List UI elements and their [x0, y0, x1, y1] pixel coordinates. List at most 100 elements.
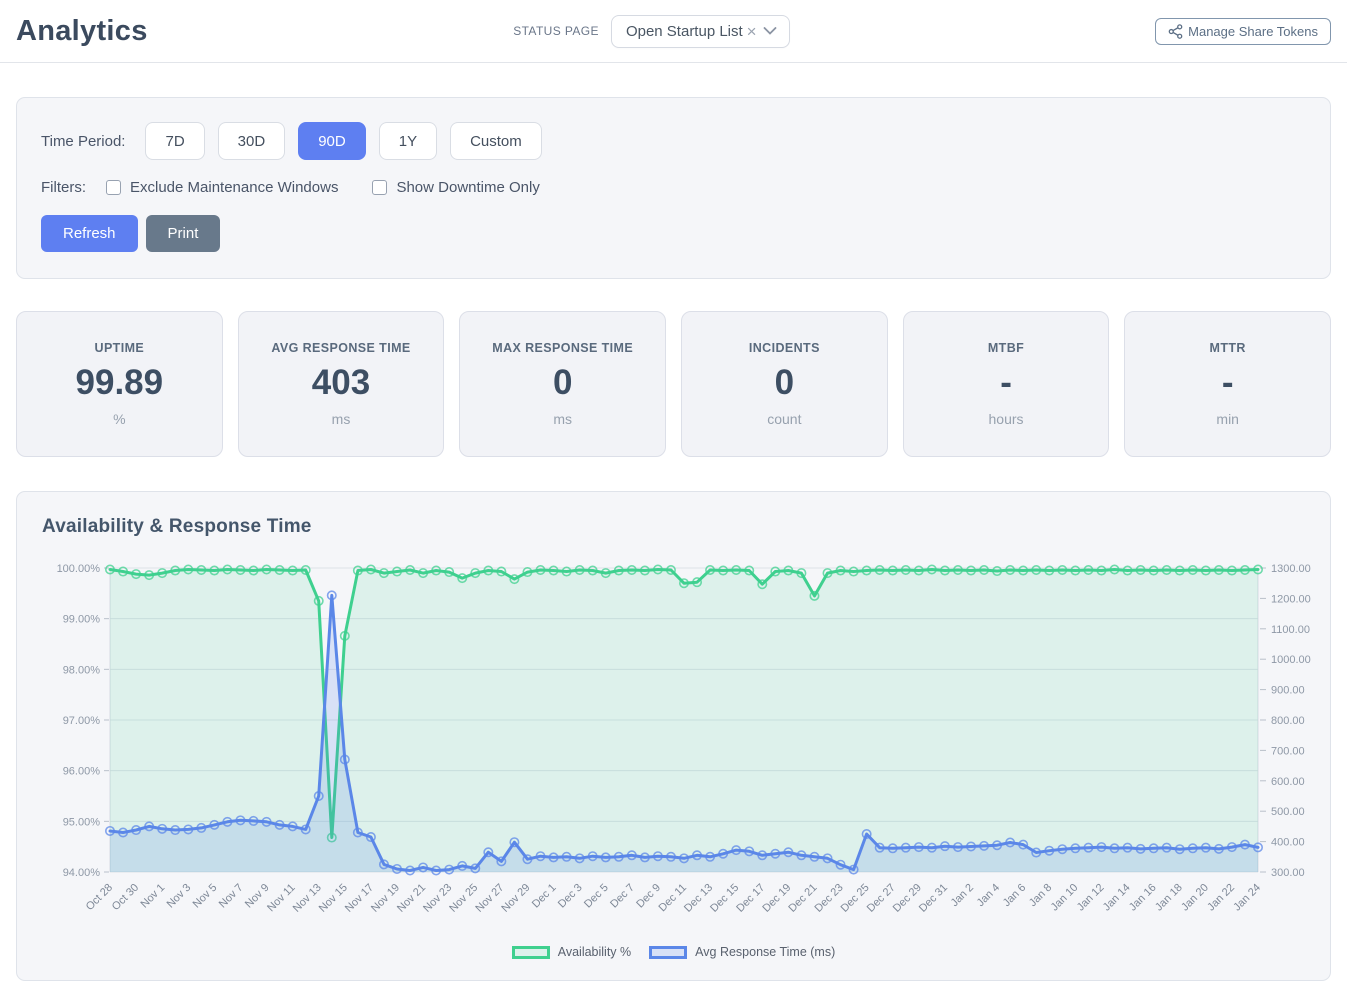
status-page-selected-value: Open Startup List — [625, 22, 743, 40]
manage-share-tokens-label: Manage Share Tokens — [1188, 23, 1318, 39]
stat-value: - — [1000, 363, 1012, 403]
time-period-label: Time Period: — [41, 132, 126, 150]
svg-text:Dec 13: Dec 13 — [682, 882, 715, 915]
chart-title: Availability & Response Time — [42, 516, 312, 537]
status-page-select[interactable]: Open Startup List × — [610, 14, 790, 48]
svg-text:Dec 5: Dec 5 — [582, 882, 611, 911]
svg-text:800.00: 800.00 — [1271, 715, 1305, 727]
time-period-button-90d[interactable]: 90D — [298, 122, 366, 160]
svg-text:Dec 15: Dec 15 — [708, 882, 741, 915]
svg-text:Nov 7: Nov 7 — [217, 882, 246, 911]
svg-text:Nov 15: Nov 15 — [317, 882, 350, 915]
stat-unit: count — [767, 410, 802, 427]
stat-unit: % — [113, 410, 126, 427]
svg-text:Dec 3: Dec 3 — [556, 882, 585, 911]
checkbox-exclude-maintenance-windows[interactable]: Exclude Maintenance Windows — [106, 179, 338, 196]
page-title: Analytics — [16, 14, 148, 47]
svg-text:Dec 25: Dec 25 — [839, 882, 872, 915]
stat-value: 403 — [311, 363, 371, 403]
legend-label: Avg Response Time (ms) — [695, 945, 836, 959]
refresh-button[interactable]: Refresh — [41, 215, 138, 252]
svg-text:Nov 25: Nov 25 — [447, 882, 480, 915]
svg-text:Dec 7: Dec 7 — [608, 882, 637, 911]
status-page-label: STATUS PAGE — [513, 24, 599, 38]
svg-text:98.00%: 98.00% — [63, 664, 101, 676]
svg-text:94.00%: 94.00% — [63, 867, 101, 879]
svg-text:Dec 19: Dec 19 — [760, 882, 793, 915]
stat-card-max-response-time: MAX RESPONSE TIME 0 ms — [459, 311, 667, 457]
time-period-button-1y[interactable]: 1Y — [378, 122, 438, 160]
manage-share-tokens-button[interactable]: Manage Share Tokens — [1155, 17, 1331, 45]
svg-text:Nov 23: Nov 23 — [421, 882, 454, 915]
svg-text:1000.00: 1000.00 — [1271, 654, 1311, 666]
chevron-down-icon — [763, 27, 777, 35]
header: Analytics STATUS PAGE Open Startup List … — [0, 0, 1347, 63]
share-icon — [1168, 23, 1183, 39]
svg-text:Dec 31: Dec 31 — [917, 882, 950, 915]
time-period-button-30d[interactable]: 30D — [217, 122, 286, 160]
svg-text:99.00%: 99.00% — [63, 614, 101, 626]
legend-item-avg-response-time-ms: Avg Response Time (ms) — [649, 945, 835, 959]
chart-legend: Availability % Avg Response Time (ms) — [25, 945, 1322, 959]
stat-card-incidents: INCIDENTS 0 count — [681, 311, 888, 457]
stat-label: INCIDENTS — [748, 341, 820, 356]
legend-label: Availability % — [557, 945, 632, 959]
print-button[interactable]: Print — [145, 215, 221, 252]
svg-text:Nov 1: Nov 1 — [138, 882, 167, 911]
svg-text:Jan 6: Jan 6 — [1001, 882, 1029, 910]
time-period-button-7d[interactable]: 7D — [145, 122, 205, 160]
svg-text:96.00%: 96.00% — [63, 766, 101, 778]
svg-text:Nov 3: Nov 3 — [165, 882, 194, 911]
svg-text:Nov 29: Nov 29 — [499, 882, 532, 915]
svg-text:700.00: 700.00 — [1271, 745, 1305, 757]
checkbox-label: Exclude Maintenance Windows — [130, 179, 339, 196]
svg-text:Dec 29: Dec 29 — [891, 882, 924, 915]
clear-icon[interactable]: × — [746, 21, 757, 41]
stat-value: 0 — [552, 363, 573, 403]
svg-text:Jan 20: Jan 20 — [1179, 882, 1211, 914]
availability-response-chart: 100.00% 99.00% 98.00% 97.00% 96.00% 95.00% 94.… — [57, 563, 1311, 915]
legend-item-availability: Availability % — [511, 945, 632, 959]
stat-unit: ms — [553, 410, 573, 427]
svg-text:Dec 17: Dec 17 — [734, 882, 767, 915]
svg-text:300.00: 300.00 — [1271, 867, 1305, 879]
svg-text:Nov 21: Nov 21 — [395, 882, 428, 915]
stat-unit: hours — [988, 410, 1024, 427]
svg-text:Jan 2: Jan 2 — [949, 882, 977, 910]
svg-text:97.00%: 97.00% — [63, 715, 101, 727]
stat-value: - — [1221, 363, 1234, 403]
legend-swatch-icon — [511, 945, 550, 959]
svg-text:Nov 17: Nov 17 — [343, 882, 376, 915]
svg-text:Jan 18: Jan 18 — [1153, 882, 1185, 914]
svg-text:600.00: 600.00 — [1271, 776, 1305, 788]
svg-text:Jan 4: Jan 4 — [975, 882, 1003, 910]
checkbox-show-downtime-only[interactable]: Show Downtime Only — [372, 179, 540, 196]
svg-text:Oct 30: Oct 30 — [110, 882, 141, 913]
stat-card-mttr: MTTR - min — [1124, 311, 1332, 457]
stat-label: AVG RESPONSE TIME — [271, 341, 411, 356]
svg-text:Jan 10: Jan 10 — [1049, 882, 1081, 914]
svg-text:1100.00: 1100.00 — [1271, 624, 1310, 636]
stat-card-mtbf: MTBF - hours — [902, 311, 1110, 457]
stat-card-uptime: UPTIME 99.89% — [16, 311, 223, 457]
svg-text:Jan 16: Jan 16 — [1127, 882, 1159, 914]
svg-text:95.00%: 95.00% — [63, 816, 101, 828]
svg-text:1300.00: 1300.00 — [1271, 563, 1311, 575]
stat-value: 99.89 — [75, 363, 164, 403]
checkbox-box-icon[interactable] — [372, 180, 388, 195]
stat-label: MTBF — [987, 341, 1025, 356]
svg-text:Nov 5: Nov 5 — [191, 882, 220, 911]
stat-label: UPTIME — [94, 341, 145, 356]
filter-panel: Time Period: 7D 30D 90D 1Y Custom Filters: E… — [16, 97, 1331, 279]
svg-text:Nov 13: Nov 13 — [291, 882, 324, 915]
svg-text:Dec 23: Dec 23 — [813, 882, 846, 915]
svg-text:Dec 21: Dec 21 — [786, 882, 819, 915]
checkbox-label: Show Downtime Only — [396, 179, 540, 196]
stat-label: MTTR — [1209, 341, 1246, 356]
svg-text:Nov 19: Nov 19 — [369, 882, 402, 915]
stat-unit: min — [1216, 410, 1239, 427]
checkbox-box-icon[interactable] — [106, 180, 121, 195]
svg-text:Jan 12: Jan 12 — [1075, 882, 1107, 914]
time-period-button-custom[interactable]: Custom — [450, 122, 542, 160]
svg-text:100.00%: 100.00% — [57, 563, 101, 575]
